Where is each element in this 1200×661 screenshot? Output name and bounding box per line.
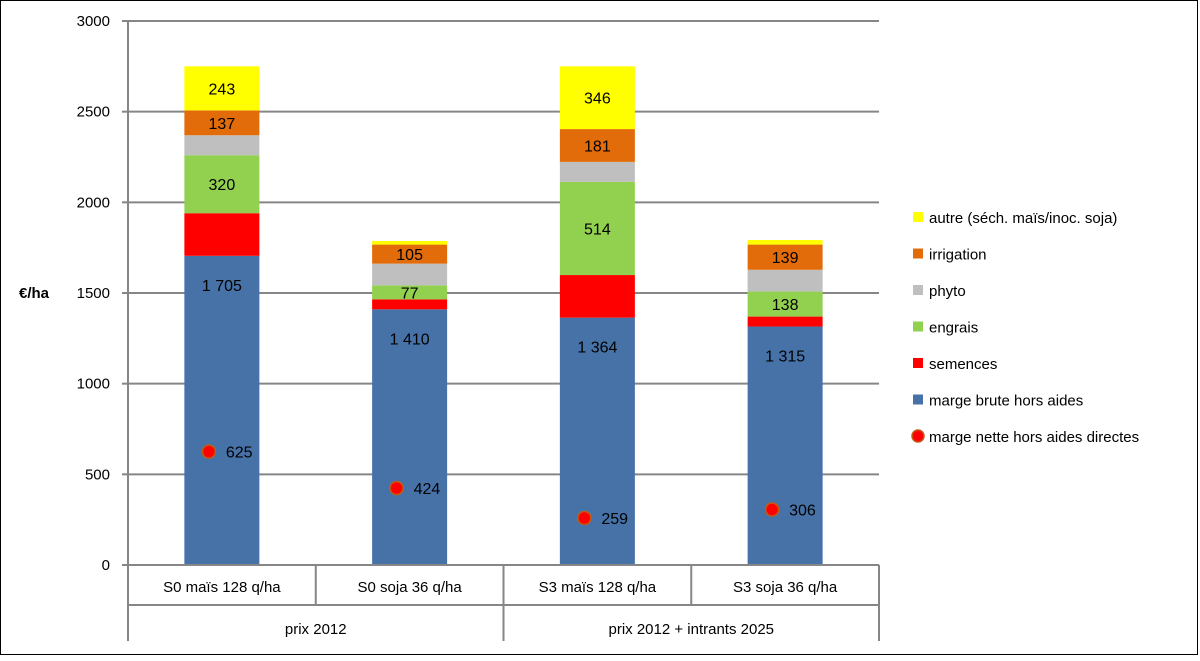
data-label: 243 bbox=[209, 81, 236, 98]
bar-segment bbox=[747, 269, 823, 292]
legend-label: marge brute hors aides bbox=[929, 393, 1083, 410]
bar-segment bbox=[747, 291, 823, 317]
bar-segment bbox=[559, 66, 635, 130]
bar-segment bbox=[372, 244, 448, 264]
bar-segment bbox=[559, 129, 635, 162]
legend-label: engrais bbox=[929, 320, 978, 337]
data-labels: 1 705 320 137 243 1 410 77 105 1 364 514 181 346 1 … bbox=[202, 81, 805, 365]
marker-label: 259 bbox=[601, 511, 628, 528]
legend-swatch bbox=[913, 358, 923, 368]
bar-segment bbox=[184, 110, 260, 136]
legend-swatch bbox=[913, 248, 923, 259]
bar-segment bbox=[184, 255, 260, 565]
bar-segment bbox=[559, 181, 635, 276]
marker-label: 306 bbox=[789, 503, 816, 520]
y-tick-label: 0 bbox=[102, 557, 110, 574]
data-label: 320 bbox=[209, 177, 236, 194]
x-group-label: prix 2012 + intrants 2025 bbox=[608, 621, 774, 638]
marker-point bbox=[201, 444, 217, 459]
y-axis-label: €/ha bbox=[19, 285, 50, 302]
y-tick-label: 2500 bbox=[77, 104, 110, 121]
bar-segment bbox=[747, 240, 823, 245]
axes: 0 500 1000 1500 2000 2500 3000 €/ha S0 maïs 128 … bbox=[19, 13, 880, 641]
bar-segment bbox=[559, 317, 635, 565]
marker-point bbox=[577, 510, 592, 526]
legend: autre (séch. maïs/inoc. soja) irrigation p… bbox=[911, 210, 1139, 446]
marker-label: 625 bbox=[226, 445, 253, 462]
data-label: 514 bbox=[584, 221, 611, 238]
x-tick-label: S3 maïs 128 q/ha bbox=[539, 579, 657, 596]
x-tick-label: S0 maïs 128 q/ha bbox=[163, 579, 281, 596]
legend-swatch bbox=[913, 321, 923, 332]
data-label: 1 410 bbox=[390, 331, 430, 348]
legend-label: irrigation bbox=[929, 247, 987, 264]
data-label: 137 bbox=[209, 116, 236, 133]
bar-segment bbox=[747, 326, 823, 565]
legend-swatch bbox=[913, 212, 923, 222]
data-label: 105 bbox=[396, 247, 423, 264]
legend-label: marge nette hors aides directes bbox=[929, 429, 1139, 446]
legend-label: semences bbox=[929, 356, 997, 373]
net-margin-markers: 625 424 259 306 bbox=[201, 444, 816, 528]
data-label: 1 315 bbox=[765, 349, 805, 366]
data-label: 138 bbox=[772, 297, 799, 314]
bar-segment bbox=[747, 316, 823, 327]
legend-swatch bbox=[913, 394, 923, 405]
bar-segment bbox=[372, 309, 448, 565]
marker-point bbox=[764, 502, 780, 517]
bar-segment bbox=[184, 213, 260, 256]
data-label: 77 bbox=[401, 285, 419, 302]
y-tick-label: 3000 bbox=[77, 13, 110, 30]
bar-segment bbox=[184, 135, 260, 156]
x-group-label: prix 2012 bbox=[285, 621, 347, 638]
bar-segment bbox=[372, 263, 448, 286]
legend-swatch bbox=[913, 285, 923, 295]
legend-label: autre (séch. maïs/inoc. soja) bbox=[929, 210, 1117, 227]
data-label: 181 bbox=[584, 138, 611, 155]
bar-segment bbox=[747, 244, 823, 270]
marker-point bbox=[389, 480, 404, 496]
bar-segment bbox=[559, 275, 635, 318]
data-label: 139 bbox=[772, 250, 799, 267]
bar-segment bbox=[184, 155, 260, 214]
bar-segment bbox=[184, 66, 260, 111]
bar-segment bbox=[372, 285, 448, 300]
bars bbox=[184, 66, 823, 565]
y-tick-label: 1000 bbox=[77, 376, 110, 393]
marker-label: 424 bbox=[414, 481, 441, 498]
data-label: 1 705 bbox=[202, 278, 242, 295]
legend-label: phyto bbox=[929, 283, 966, 300]
data-label: 1 364 bbox=[577, 340, 617, 357]
bar-segment bbox=[372, 299, 448, 310]
y-tick-label: 1500 bbox=[77, 285, 110, 302]
y-tick-label: 500 bbox=[85, 466, 110, 483]
data-label: 346 bbox=[584, 91, 611, 108]
bar-segment bbox=[559, 161, 635, 182]
x-tick-label: S3 soja 36 q/ha bbox=[733, 579, 838, 596]
y-tick-label: 2000 bbox=[77, 194, 110, 211]
legend-swatch bbox=[911, 429, 925, 443]
x-tick-label: S0 soja 36 q/ha bbox=[358, 579, 463, 596]
bar-segment bbox=[372, 240, 448, 245]
